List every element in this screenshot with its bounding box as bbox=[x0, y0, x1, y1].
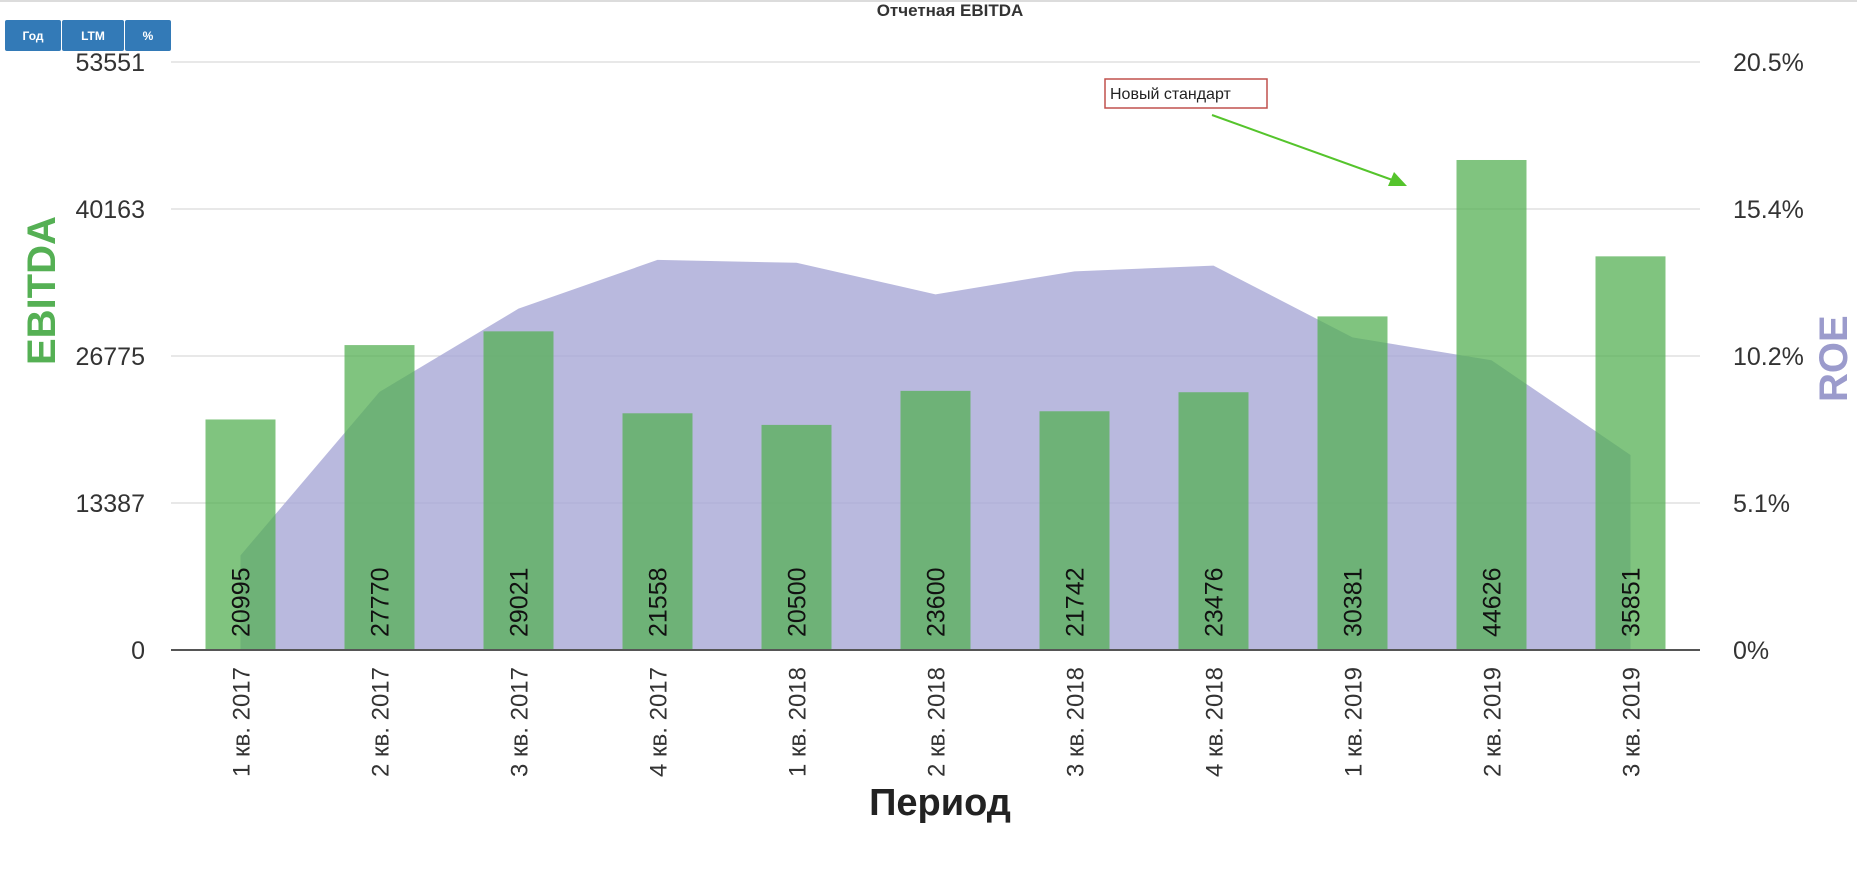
left-tick-label: 0 bbox=[131, 637, 145, 665]
bar[interactable] bbox=[344, 345, 415, 650]
annotation-arrowhead bbox=[1388, 172, 1407, 186]
bar[interactable] bbox=[483, 331, 554, 650]
left-tick-label: 40163 bbox=[75, 196, 145, 224]
bar-value-label: 35851 bbox=[1618, 567, 1646, 637]
right-tick-label: 20.5% bbox=[1733, 49, 1804, 77]
bar-value-label: 23476 bbox=[1201, 567, 1229, 637]
category-label: 2 кв. 2018 bbox=[924, 667, 951, 777]
bar[interactable] bbox=[761, 424, 832, 650]
bar[interactable] bbox=[900, 390, 971, 650]
percent-button[interactable]: % bbox=[125, 20, 171, 51]
left-axis-ticks: 0 13387 26775 40163 53551 bbox=[75, 49, 145, 665]
bar-data-labels: 20995 27770 29021 21558 20500 23600 21742 23476… bbox=[228, 567, 1646, 637]
category-label: 4 кв. 2018 bbox=[1202, 667, 1229, 777]
category-label: 3 кв. 2017 bbox=[507, 667, 534, 777]
period-toolbar: Год LTM % bbox=[5, 20, 171, 51]
left-tick-label: 26775 bbox=[75, 343, 145, 371]
category-label: 4 кв. 2017 bbox=[646, 667, 673, 777]
year-button[interactable]: Год bbox=[5, 20, 61, 51]
right-tick-label: 15.4% bbox=[1733, 196, 1804, 224]
bar[interactable] bbox=[1178, 392, 1249, 650]
bar-value-label: 21742 bbox=[1062, 567, 1090, 637]
bar-value-label: 23600 bbox=[923, 567, 951, 637]
x-axis-title: Период bbox=[869, 782, 1011, 824]
top-border bbox=[0, 0, 1857, 2]
bar-value-label: 44626 bbox=[1479, 567, 1507, 637]
category-label: 2 кв. 2017 bbox=[368, 667, 395, 777]
left-tick-label: 53551 bbox=[75, 49, 145, 77]
left-tick-label: 13387 bbox=[75, 490, 145, 518]
annotation-box bbox=[1104, 78, 1268, 109]
bar[interactable] bbox=[205, 419, 276, 650]
annotation-text: Новый стандарт bbox=[1110, 86, 1232, 103]
bar[interactable] bbox=[1317, 316, 1388, 650]
category-label: 1 кв. 2017 bbox=[229, 667, 256, 777]
left-axis-title: EBITDA bbox=[20, 216, 64, 365]
category-label: 1 кв. 2019 bbox=[1341, 667, 1368, 777]
ltm-button[interactable]: LTM bbox=[62, 20, 124, 51]
bar-value-label: 27770 bbox=[367, 567, 395, 637]
right-tick-label: 5.1% bbox=[1733, 490, 1790, 518]
bar[interactable] bbox=[1595, 256, 1666, 650]
right-tick-label: 10.2% bbox=[1733, 343, 1804, 371]
annotation: Новый стандарт bbox=[1104, 78, 1407, 186]
category-label: 2 кв. 2019 bbox=[1480, 667, 1507, 777]
right-tick-label: 0% bbox=[1733, 637, 1769, 665]
bar-value-label: 30381 bbox=[1340, 567, 1368, 637]
bar[interactable] bbox=[622, 413, 693, 650]
bar-value-label: 29021 bbox=[506, 567, 534, 637]
bar[interactable] bbox=[1039, 411, 1110, 650]
right-axis-title: ROE bbox=[1812, 315, 1856, 402]
right-axis-ticks: 0% 5.1% 10.2% 15.4% 20.5% bbox=[1733, 49, 1804, 665]
category-labels: 1 кв. 2017 2 кв. 2017 3 кв. 2017 4 кв. 2017… bbox=[229, 667, 1646, 777]
bar-value-label: 20500 bbox=[784, 567, 812, 637]
bar[interactable] bbox=[1456, 159, 1527, 650]
annotation-arrow bbox=[1211, 114, 1399, 183]
ebitda-bar-series bbox=[205, 159, 1666, 650]
category-label: 3 кв. 2019 bbox=[1619, 667, 1646, 777]
bar-value-label: 21558 bbox=[645, 567, 673, 637]
category-label: 1 кв. 2018 bbox=[785, 667, 812, 777]
chart-title: Отчетная EBITDA bbox=[877, 1, 1024, 20]
bar-value-label: 20995 bbox=[228, 567, 256, 637]
category-label: 3 кв. 2018 bbox=[1063, 667, 1090, 777]
